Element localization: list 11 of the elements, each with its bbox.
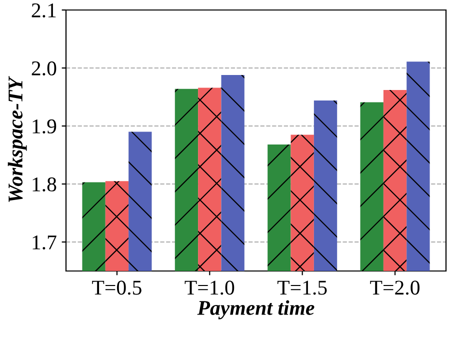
x-tick-label: T=0.5 [92, 280, 142, 295]
y-tick-label: 1.7 [32, 235, 56, 250]
x-tick-label: T=2.0 [370, 280, 420, 295]
x-axis-title: Payment time [197, 300, 314, 320]
y-tick-label: 1.8 [32, 177, 56, 192]
y-tick-label: 2.0 [32, 61, 56, 76]
y-tick-label: 2.1 [32, 3, 56, 18]
x-tick-label: T=1.0 [184, 280, 234, 295]
x-tick-label: T=1.5 [277, 280, 327, 295]
y-axis-title: Workspace-TY [8, 76, 27, 202]
y-tick-label: 1.9 [32, 119, 56, 134]
